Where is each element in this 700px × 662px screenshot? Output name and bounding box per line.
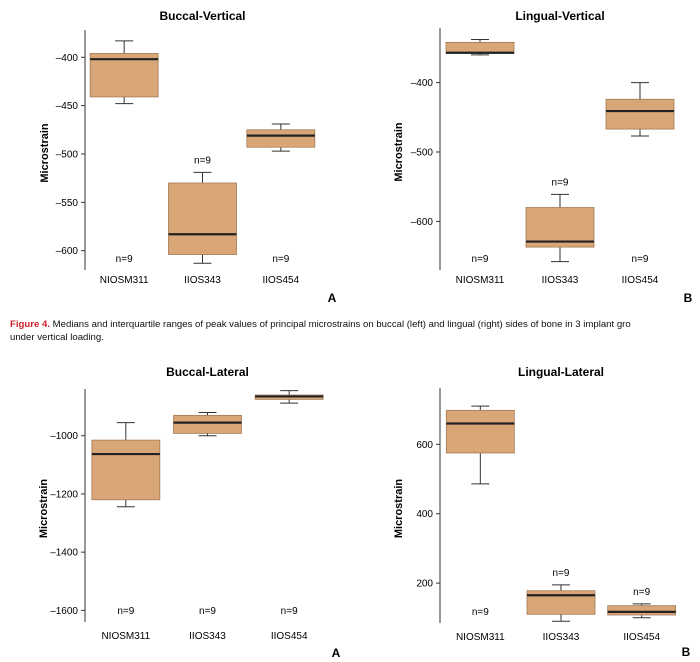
n-label: n=9 (472, 607, 489, 618)
panel-letter: A (332, 646, 341, 660)
n-label: n=9 (281, 606, 298, 617)
chart-title: Buccal-Lateral (166, 365, 249, 379)
n-label: n=9 (116, 254, 133, 265)
n-label: n=9 (272, 254, 289, 265)
y-axis-label: Microstrain (38, 479, 50, 539)
panel-letter: B (682, 645, 691, 659)
caption-line-2: under vertical loading. (10, 332, 104, 343)
x-category-label: NIOSM311 (101, 631, 150, 642)
chart-lingual-lateral: Lingual-Lateral 600 400 200 Microstrain n=9 NI… (393, 365, 691, 659)
n-label: n=9 (199, 606, 216, 617)
y-tick-label: –600 (56, 246, 79, 257)
y-tick-label: –1600 (50, 606, 78, 617)
x-category-label: IIOS343 (543, 632, 580, 643)
y-axis-label: Microstrain (39, 123, 51, 183)
y-tick-label: –400 (411, 78, 434, 89)
y-tick-label: –1200 (50, 489, 78, 500)
y-tick-label: –1400 (50, 548, 78, 559)
box-iqr (605, 98, 675, 130)
caption-lead: Figure 4. (10, 319, 50, 330)
y-axis-label: Microstrain (393, 122, 405, 182)
x-category-label: IIOS343 (189, 631, 226, 642)
chart-lingual-vertical: Lingual-Vertical –400 –500 –600 Microstrain n… (393, 9, 693, 305)
y-tick-label: –550 (56, 198, 79, 209)
box-iqr (89, 53, 159, 98)
y-tick-label: 600 (416, 440, 433, 451)
figure-caption: Figure 4. Medians and interquartile rang… (10, 318, 700, 344)
n-label: n=9 (632, 254, 649, 265)
chart-title: Lingual-Lateral (518, 365, 604, 379)
panel-letter: A (328, 291, 337, 305)
n-label: n=9 (472, 254, 489, 265)
x-category-label: NIOSM311 (456, 632, 505, 643)
x-category-label: IIOS343 (542, 275, 579, 286)
x-category-label: IIOS454 (271, 631, 308, 642)
n-label: n=9 (553, 568, 570, 579)
y-tick-label: –400 (56, 53, 79, 64)
y-tick-label: –450 (56, 101, 79, 112)
chart-buccal-vertical: Buccal-Vertical –400 –450 –500 –550 –600 Micro… (39, 9, 337, 305)
n-label: n=9 (552, 177, 569, 188)
y-axis-label: Microstrain (393, 479, 405, 539)
box-iqr (445, 409, 515, 454)
box-iqr (607, 605, 677, 616)
x-category-label: NIOSM311 (100, 275, 149, 286)
chart-buccal-lateral: Buccal-Lateral –1000 –1200 –1400 –1600 Micros… (38, 365, 341, 660)
y-tick-label: 200 (416, 579, 433, 590)
box-iqr (246, 129, 316, 148)
x-category-label: IIOS454 (262, 275, 299, 286)
box-iqr (91, 439, 161, 501)
y-tick-label: 400 (416, 509, 433, 520)
y-tick-label: –500 (56, 149, 79, 160)
x-category-label: NIOSM311 (456, 275, 505, 286)
chart-title: Lingual-Vertical (515, 9, 604, 23)
n-label: n=9 (194, 155, 211, 166)
y-tick-label: –600 (411, 217, 434, 228)
chart-title: Buccal-Vertical (159, 9, 245, 23)
n-label: n=9 (633, 587, 650, 598)
panel-letter: B (684, 291, 693, 305)
caption-line-1: Medians and interquartile ranges of peak… (49, 319, 631, 330)
y-tick-label: –500 (411, 148, 434, 159)
box-iqr (168, 182, 237, 255)
x-category-label: IIOS343 (184, 275, 221, 286)
y-tick-label: –1000 (50, 431, 78, 442)
box-iqr (173, 414, 242, 434)
x-category-label: IIOS454 (622, 275, 659, 286)
box-iqr (526, 590, 596, 615)
x-category-label: IIOS454 (623, 632, 660, 643)
n-label: n=9 (117, 606, 134, 617)
